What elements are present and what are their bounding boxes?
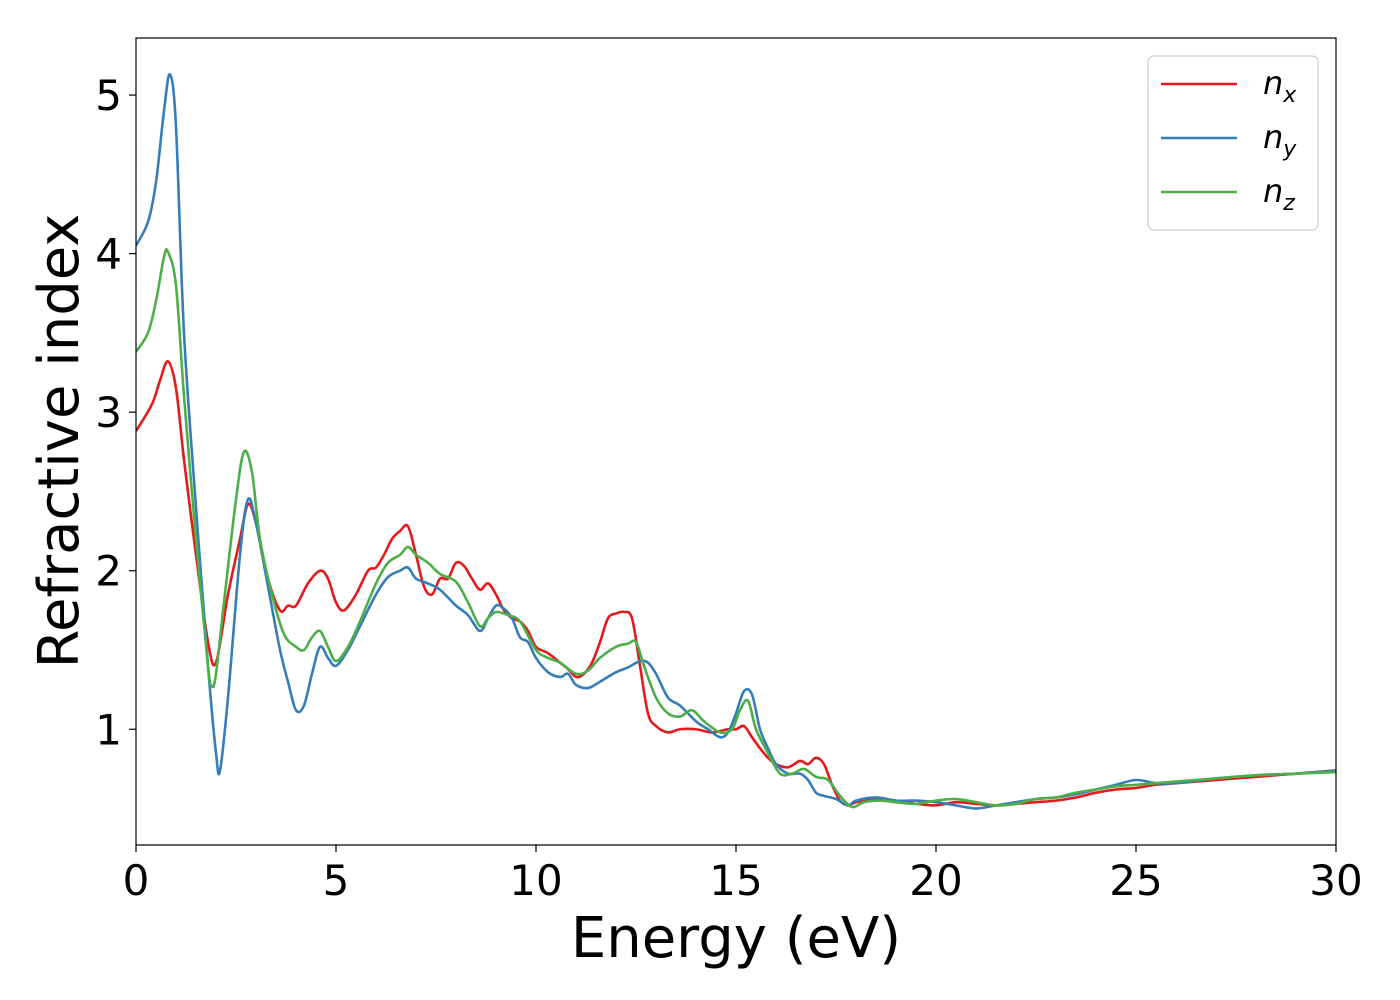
y-axis-label: Refractive index xyxy=(27,214,92,669)
series-line-ny xyxy=(136,73,1336,810)
x-tick-label: 30 xyxy=(1309,856,1362,905)
x-tick-label: 0 xyxy=(123,856,150,905)
x-tick-label: 25 xyxy=(1109,856,1162,905)
x-tick-label: 10 xyxy=(509,856,562,905)
y-tick-label: 2 xyxy=(95,547,122,596)
x-axis-ticks: 0 5 10 15 20 25 30 xyxy=(123,845,1363,905)
x-axis-label: Energy (eV) xyxy=(571,906,901,971)
y-tick-label: 4 xyxy=(95,230,122,279)
x-tick-label: 15 xyxy=(709,856,762,905)
series-layer xyxy=(136,73,1336,810)
y-tick-label: 1 xyxy=(95,705,122,754)
legend-label-nx: nx xyxy=(1263,64,1297,108)
series-line-nx xyxy=(136,360,1336,807)
y-tick-label: 5 xyxy=(95,71,122,120)
x-tick-label: 20 xyxy=(909,856,962,905)
x-tick-label: 5 xyxy=(323,856,350,905)
series-line-nz xyxy=(136,247,1336,809)
legend-box xyxy=(1147,55,1319,231)
y-tick-label: 3 xyxy=(95,388,122,437)
y-axis-ticks: 1 2 3 4 5 xyxy=(95,71,136,754)
